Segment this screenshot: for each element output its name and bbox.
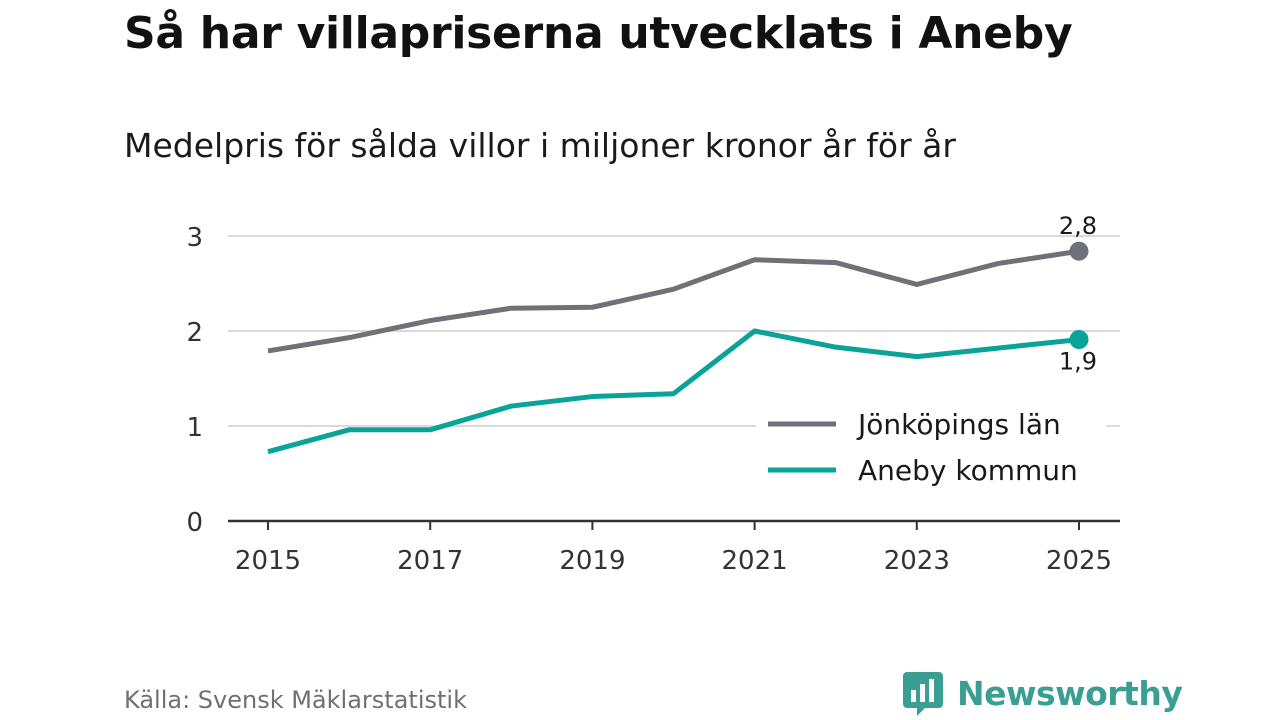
x-tick-label: 2017	[397, 546, 463, 576]
series-line-aneby-kommun	[267, 328, 1080, 455]
y-tick-label: 3	[186, 223, 203, 253]
series: 2,8 1,9	[267, 212, 1097, 455]
y-tick-label: 1	[186, 413, 203, 443]
axes: 0 1 2 3 2015 2017 2019 2021 2023 2025	[186, 223, 1120, 576]
y-tick-label: 0	[186, 508, 203, 538]
x-tick-label: 2023	[884, 546, 950, 576]
legend: Jönköpings län Aneby kommun	[756, 398, 1106, 498]
source-note: Källa: Svensk Mäklarstatistik	[124, 686, 467, 714]
series-line-j-nk-pings-l-n	[267, 248, 1080, 354]
end-point-aneby-kommun	[1069, 330, 1089, 350]
legend-background	[756, 398, 1106, 498]
x-tick-label: 2025	[1046, 546, 1112, 576]
end-point-j-nk-pings-l-n	[1069, 241, 1089, 261]
x-tick-label: 2015	[235, 546, 301, 576]
x-tick-label: 2019	[559, 546, 625, 576]
y-tick-label: 2	[186, 318, 203, 348]
brand-name: Newsworthy	[957, 673, 1183, 713]
brand-logo: Newsworthy	[903, 670, 1183, 716]
legend-label: Jönköpings län	[856, 408, 1061, 441]
newsworthy-logo-icon	[903, 672, 943, 716]
chart-subtitle: Medelpris för sålda villor i miljoner kr…	[124, 126, 956, 165]
x-tick-label: 2021	[722, 546, 788, 576]
legend-label: Aneby kommun	[858, 454, 1078, 487]
chart-title: Så har villapriserna utvecklats i Aneby	[124, 8, 1073, 59]
end-value-label: 2,8	[1059, 212, 1097, 240]
end-value-label: 1,9	[1059, 348, 1097, 376]
line-chart: 0 1 2 3 2015 2017 2019 2021 2023 2025 2,8 1,9 Jönk…	[186, 212, 1120, 576]
